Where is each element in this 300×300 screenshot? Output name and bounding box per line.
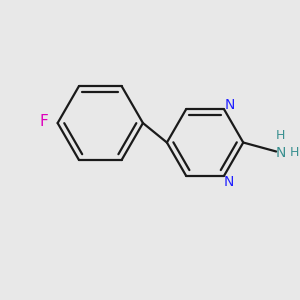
Text: H: H [276, 129, 285, 142]
Text: N: N [275, 146, 286, 160]
Text: N: N [225, 98, 235, 112]
Text: N: N [224, 175, 234, 189]
Text: H: H [290, 146, 299, 160]
Text: F: F [40, 114, 49, 129]
